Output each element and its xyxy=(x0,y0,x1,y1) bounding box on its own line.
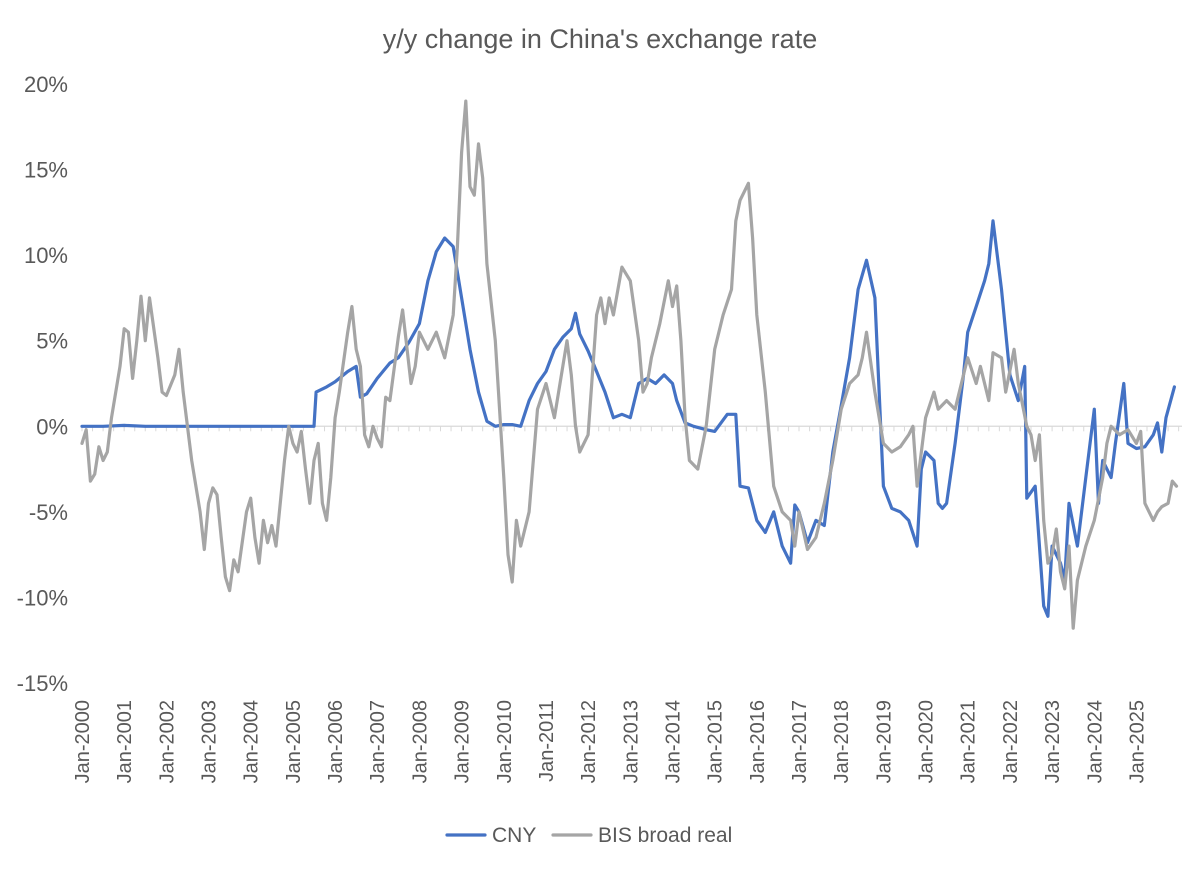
x-tick-label: Jan-2024 xyxy=(1084,700,1106,783)
x-tick-label: Jan-2003 xyxy=(199,700,221,783)
x-tick-label: Jan-2023 xyxy=(1042,700,1064,783)
y-tick-label: -15% xyxy=(17,671,68,696)
x-tick-label: Jan-2008 xyxy=(409,700,431,783)
y-tick-label: 10% xyxy=(24,243,68,268)
x-tick-label: Jan-2018 xyxy=(831,700,853,783)
x-tick-label: Jan-2013 xyxy=(620,700,642,783)
x-tick-label: Jan-2014 xyxy=(662,700,684,783)
x-tick-label: Jan-2005 xyxy=(283,700,305,783)
series-layer xyxy=(80,99,1179,630)
legend: CNY BIS broad real xyxy=(445,824,732,847)
x-tick-label: Jan-2001 xyxy=(114,700,136,783)
x-tick-label: Jan-2007 xyxy=(367,700,389,783)
legend-label: BIS broad real xyxy=(598,824,732,847)
x-tick-label: Jan-2009 xyxy=(452,700,474,783)
legend-label: CNY xyxy=(492,824,536,847)
x-tick-label: Jan-2004 xyxy=(241,700,263,783)
x-tick-label: Jan-2006 xyxy=(325,700,347,783)
y-tick-label: 15% xyxy=(24,158,68,183)
x-tick-label: Jan-2011 xyxy=(536,700,558,782)
y-tick-label: -5% xyxy=(29,500,68,525)
x-tick-label: Jan-2020 xyxy=(916,700,938,783)
x-tick-label: Jan-2012 xyxy=(578,700,600,783)
y-tick-label: -10% xyxy=(17,585,68,610)
y-tick-label: 20% xyxy=(24,72,68,97)
x-tick-label: Jan-2016 xyxy=(747,700,769,783)
chart-title: y/y change in China's exchange rate xyxy=(383,24,817,54)
y-tick-label: 5% xyxy=(36,329,68,354)
y-tick-label: 0% xyxy=(36,414,68,439)
x-axis: Jan-2000 Jan-2001 Jan-2002 Jan-2003 Jan-2004… xyxy=(72,425,1182,783)
x-tick-label: Jan-2019 xyxy=(873,700,895,783)
y-axis-ticks: 20% 15% 10% 5% 0% -5% -10% -15% xyxy=(17,72,68,696)
x-tick-label: Jan-2015 xyxy=(705,700,727,783)
x-tick-label: Jan-2002 xyxy=(156,700,178,783)
x-tick-label: Jan-2000 xyxy=(72,700,94,783)
x-tick-label: Jan-2025 xyxy=(1126,700,1148,783)
series-line-cny xyxy=(80,219,1176,618)
x-tick-label: Jan-2017 xyxy=(789,700,811,783)
x-tick-label: Jan-2010 xyxy=(494,700,516,783)
x-tick-label: Jan-2022 xyxy=(1000,700,1022,783)
series-line-bis-broad-real xyxy=(80,99,1179,630)
x-tick-label: Jan-2021 xyxy=(958,700,980,783)
